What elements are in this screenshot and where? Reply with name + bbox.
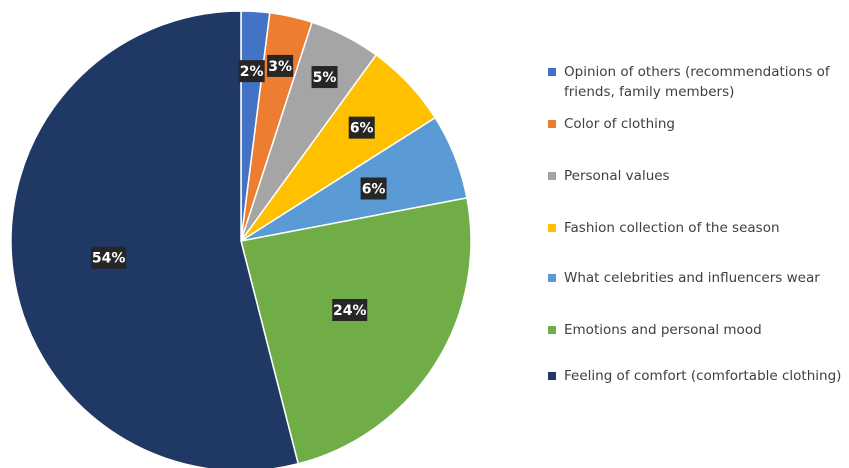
data-label-text: 24% (333, 303, 367, 319)
legend-item-opinion-of-others: Opinion of others (recommendations of fr… (548, 62, 848, 102)
data-label-text: 5% (313, 70, 337, 86)
legend-swatch (548, 224, 556, 232)
pie-slice (10, 10, 300, 468)
legend-item-celebrities-influencers: What celebrities and influencers wear (548, 268, 848, 288)
legend-label: Emotions and personal mood (564, 322, 762, 338)
legend-swatch (548, 120, 556, 128)
data-label-text: 6% (350, 121, 374, 137)
data-label-text: 54% (92, 251, 126, 267)
legend-label: Fashion collection of the season (564, 220, 780, 236)
legend-label: Personal values (564, 168, 670, 184)
pie-data-label: 3% (267, 54, 294, 77)
pie-data-label: 6% (348, 116, 375, 139)
pie-data-label: 54% (91, 246, 127, 269)
data-label-box (91, 246, 127, 269)
data-label-text: 6% (362, 182, 386, 198)
legend-swatch (548, 372, 556, 380)
pie-slices (10, 10, 472, 468)
pie-data-label: 24% (332, 299, 368, 322)
legend-item-emotions-mood: Emotions and personal mood (548, 320, 848, 340)
data-label-box (348, 116, 375, 139)
data-label-box (311, 66, 338, 89)
legend-item-personal-values: Personal values (548, 166, 848, 186)
data-label-text: 3% (268, 59, 292, 75)
legend-item-feeling-of-comfort: Feeling of comfort (comfortable clothing… (548, 366, 848, 386)
legend-item-fashion-collection: Fashion collection of the season (548, 218, 848, 238)
data-label-box (332, 299, 368, 322)
legend-swatch (548, 274, 556, 282)
legend-swatch (548, 68, 556, 76)
data-label-box (238, 60, 265, 83)
pie-data-labels: 2% 3% 5% 6% 6% 24% 54% (91, 54, 387, 322)
legend-label: Color of clothing (564, 116, 675, 132)
legend-label: Opinion of others (recommendations of fr… (564, 64, 830, 100)
pie-data-label: 2% (238, 60, 265, 83)
chart-legend: Opinion of others (recommendations of fr… (548, 62, 848, 386)
pie-data-label: 6% (360, 177, 387, 200)
legend-swatch (548, 326, 556, 334)
pie-data-label: 5% (311, 66, 338, 89)
pie-slice (240, 197, 472, 465)
legend-label: Feeling of comfort (comfortable clothing… (564, 368, 842, 384)
data-label-box (267, 54, 294, 77)
data-label-box (360, 177, 387, 200)
legend-swatch (548, 172, 556, 180)
legend-label: What celebrities and influencers wear (564, 270, 820, 286)
data-label-text: 2% (240, 64, 264, 80)
legend-item-color-of-clothing: Color of clothing (548, 114, 848, 134)
